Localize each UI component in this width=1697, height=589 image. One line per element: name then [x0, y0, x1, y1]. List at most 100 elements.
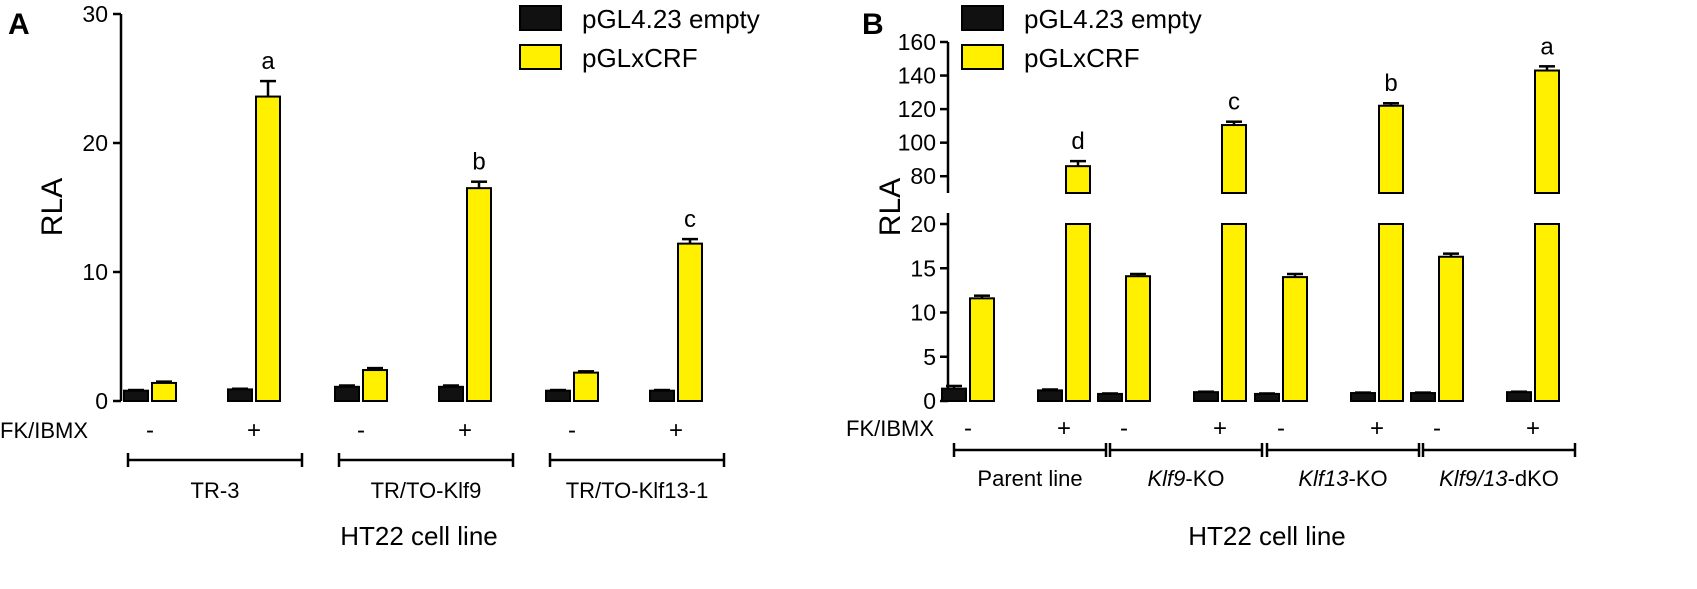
panel-b-ytick-label: 80: [910, 163, 936, 189]
treatment-mark: -: [1433, 415, 1441, 442]
group-label-gene: Klf13: [1298, 466, 1349, 491]
legend-b-label-empty: pGL4.23 empty: [1024, 4, 1202, 34]
panel-b-letter: B: [862, 8, 884, 41]
panel-b-ytick-label: 5: [923, 344, 936, 370]
legend-a-label-crf: pGLxCRF: [582, 43, 698, 73]
significance-letter: d: [1071, 128, 1084, 155]
legend-a-swatch-crf: [519, 44, 562, 70]
group-label-suffix: -dKO: [1508, 466, 1559, 491]
treatment-mark: +: [669, 417, 683, 444]
bar-crf-lower: [1221, 223, 1247, 402]
panel-a-ylabel: RLA: [36, 178, 69, 236]
bar-crf-upper: [1221, 124, 1247, 194]
panel-b-ytick-label: 120: [898, 96, 936, 122]
panel-a-treatment-label: FK/IBMX: [0, 418, 88, 443]
bar-crf: [677, 242, 703, 402]
treatment-mark: +: [458, 417, 472, 444]
treatment-mark: +: [1057, 415, 1071, 442]
bar-empty: [1193, 391, 1219, 402]
bar-crf: [255, 95, 281, 402]
panel-a-xlabel: HT22 cell line: [340, 521, 498, 551]
group-label: TR/TO-Klf9: [371, 478, 482, 503]
group-label-gene: Klf9/13: [1439, 466, 1508, 491]
bar-crf: [573, 371, 599, 402]
panel-b-ytick-label: 15: [910, 255, 936, 281]
treatment-mark: -: [964, 415, 972, 442]
bar-crf-upper: [1065, 165, 1091, 194]
bar-empty: [545, 389, 571, 402]
panel-a-letter: A: [8, 8, 30, 41]
panel-b-treatment-label: FK/IBMX: [846, 416, 934, 441]
panel-b-xlabel: HT22 cell line: [1188, 521, 1346, 551]
bar-empty: [1097, 392, 1123, 403]
significance-letter: a: [1540, 33, 1554, 60]
bar-empty: [334, 385, 360, 402]
bar-crf-upper: [1534, 69, 1560, 194]
group-label: Parent line: [977, 466, 1082, 491]
panel-a-ytick-label: 30: [82, 1, 108, 27]
panel-a-ytick-label: 10: [82, 259, 108, 285]
bar-crf: [1282, 276, 1308, 403]
panel-b-ytick-label: 0: [923, 388, 936, 414]
bar-crf-lower: [1065, 223, 1091, 402]
treatment-mark: -: [146, 417, 154, 444]
group-label: TR/TO-Klf13-1: [566, 478, 709, 503]
treatment-mark: +: [247, 417, 261, 444]
treatment-mark: -: [357, 417, 365, 444]
significance-letter: a: [261, 48, 275, 75]
panel-b-ylabel: RLA: [874, 178, 907, 236]
treatment-mark: +: [1526, 415, 1540, 442]
significance-letter: c: [684, 206, 696, 233]
group-label: Klf13-KO: [1298, 466, 1387, 491]
bar-crf: [1438, 255, 1464, 402]
treatment-mark: -: [1277, 415, 1285, 442]
bar-crf: [362, 369, 388, 403]
bar-crf: [969, 297, 995, 402]
legend-b-swatch-empty: [961, 5, 1004, 31]
significance-letter: b: [472, 149, 485, 176]
treatment-mark: -: [1120, 415, 1128, 442]
bar-empty: [649, 389, 675, 402]
treatment-mark: +: [1213, 415, 1227, 442]
panel-b-ytick-label: 20: [910, 211, 936, 237]
bar-crf-upper: [1378, 104, 1404, 194]
group-label: Klf9/13-dKO: [1439, 466, 1559, 491]
significance-letter: b: [1384, 70, 1397, 97]
bar-empty: [227, 388, 253, 403]
group-label-suffix: Parent line: [977, 466, 1082, 491]
bar-crf: [1125, 275, 1151, 402]
legend-b-label-crf: pGLxCRF: [1024, 43, 1140, 73]
significance-letter: c: [1228, 89, 1240, 116]
panel-b-ytick-label: 140: [898, 63, 936, 89]
bar-empty: [941, 387, 967, 402]
bar-empty: [1410, 392, 1436, 403]
panel-b-ytick-label: 160: [898, 29, 936, 55]
panel-b-chart: B RLA 0 5 10 15 20 80 100 120 140 160 d c b a pGL4.2…: [846, 4, 1577, 551]
bar-empty: [1506, 391, 1532, 402]
group-label-suffix: -KO: [1185, 466, 1224, 491]
bar-crf-lower: [1534, 223, 1560, 402]
treatment-mark: +: [1370, 415, 1384, 442]
panel-a-ytick-label: 0: [95, 388, 108, 414]
legend-a-swatch-empty: [519, 5, 562, 31]
treatment-mark: -: [568, 417, 576, 444]
bar-empty: [1037, 389, 1063, 403]
bar-crf: [151, 381, 177, 403]
bar-crf-lower: [1378, 223, 1404, 402]
panel-b-ytick-label: 100: [898, 130, 936, 156]
bar-empty: [123, 389, 149, 402]
legend-a-label-empty: pGL4.23 empty: [582, 4, 760, 34]
bar-empty: [1350, 392, 1376, 403]
group-label-gene: Klf9: [1147, 466, 1185, 491]
bar-empty: [1254, 392, 1280, 403]
panel-a-ytick-label: 20: [82, 130, 108, 156]
legend-b-swatch-crf: [961, 44, 1004, 70]
group-label-suffix: -KO: [1349, 466, 1388, 491]
panel-b-ytick-label: 10: [910, 300, 936, 326]
group-label: TR-3: [191, 478, 240, 503]
bar-crf: [466, 187, 492, 402]
group-label: Klf9-KO: [1147, 466, 1224, 491]
bar-empty: [438, 385, 464, 402]
